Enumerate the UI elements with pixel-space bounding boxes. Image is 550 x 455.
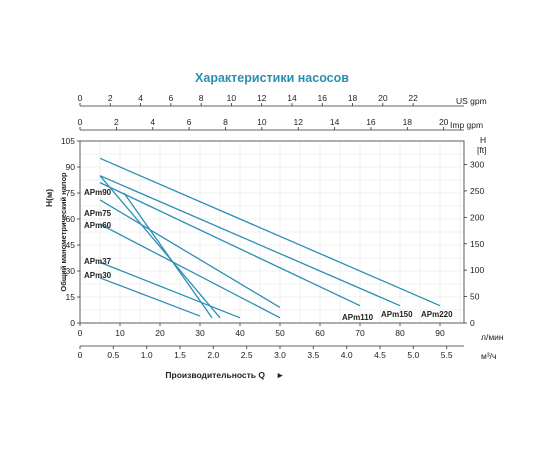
m3h-axis-tick-label: 4.5 — [374, 350, 386, 360]
series-line-apm75 — [99, 199, 281, 308]
y-tick-label: 45 — [66, 240, 76, 250]
ft-tick-label: 50 — [470, 292, 480, 302]
us-gpm-axis-tick-label: 16 — [318, 93, 328, 103]
series-label-apm37: APm37 — [84, 257, 112, 266]
ft-axis-unit-brackets: [ft] — [477, 145, 486, 155]
grid — [80, 141, 464, 323]
m3h-axis-tick-label: 1.0 — [141, 350, 153, 360]
imp-gpm-axis-tick-label: 16 — [366, 117, 376, 127]
us-gpm-axis-tick-label: 10 — [227, 93, 237, 103]
us-gpm-axis-tick-label: 2 — [108, 93, 113, 103]
us-gpm-axis-tick-label: 12 — [257, 93, 267, 103]
ft-tick-label: 200 — [470, 212, 484, 222]
us-gpm-axis-tick-label: 18 — [348, 93, 358, 103]
x-tick-label: 80 — [395, 328, 405, 338]
us-gpm-axis-tick-label: 22 — [408, 93, 418, 103]
m3h-axis-tick-label: 5.5 — [441, 350, 453, 360]
x-tick-label: 20 — [155, 328, 165, 338]
m3h-axis-tick-label: 2.5 — [241, 350, 253, 360]
imp-gpm-axis-tick-label: 18 — [403, 117, 413, 127]
y-tick-label: 30 — [66, 266, 76, 276]
x-tick-label: 60 — [315, 328, 325, 338]
series-line-apm60 — [99, 223, 281, 319]
x-axis-arrow-icon: ► — [276, 370, 284, 380]
x-tick-label: 70 — [355, 328, 365, 338]
series-line-apm150 — [99, 175, 401, 307]
ft-tick-label: 100 — [470, 265, 484, 275]
x-tick-label: 30 — [195, 328, 205, 338]
plot-frame — [79, 140, 465, 324]
series-label-apm110: APm110 — [342, 313, 374, 322]
us-gpm-unit: US gpm — [456, 96, 487, 106]
x-tick-label: 0 — [78, 328, 83, 338]
series-line-apm37 — [99, 261, 241, 319]
series-label-apm220: APm220 — [421, 310, 453, 319]
imp-gpm-axis-tick-label: 20 — [439, 117, 449, 127]
series-label-apm150: APm150 — [381, 310, 413, 319]
imp-gpm-axis-tick-label: 2 — [114, 117, 119, 127]
imp-gpm-axis-tick-label: 10 — [257, 117, 267, 127]
series-label-apm90: APm90 — [84, 188, 112, 197]
y-tick-label: 0 — [70, 318, 75, 328]
y-tick-label: 75 — [66, 188, 76, 198]
series-line-apm30 — [99, 277, 201, 317]
m3h-axis-tick-label: 0 — [78, 350, 83, 360]
series-label-apm30: APm30 — [84, 271, 112, 280]
y-tick-label: 105 — [61, 136, 75, 146]
x-tick-label: 90 — [435, 328, 445, 338]
ft-tick-label: 300 — [470, 160, 484, 170]
series-label-apm75: APm75 — [84, 209, 112, 218]
us-gpm-axis-tick-label: 20 — [378, 93, 388, 103]
m3h-axis-tick-label: 2.0 — [207, 350, 219, 360]
y-tick-label: 90 — [66, 162, 76, 172]
series-line-apm90 — [99, 175, 221, 319]
imp-gpm-axis-tick-label: 14 — [330, 117, 340, 127]
chart-title: Характеристики насосов — [195, 71, 349, 85]
us-gpm-axis-tick-label: 0 — [78, 93, 83, 103]
us-gpm-axis-tick-label: 8 — [199, 93, 204, 103]
imp-gpm-axis-tick-label: 8 — [223, 117, 228, 127]
series-line-apm220 — [99, 157, 441, 307]
imp-gpm-axis-tick-label: 12 — [293, 117, 303, 127]
ft-tick-label: 150 — [470, 239, 484, 249]
m3h-axis-tick-label: 5.0 — [407, 350, 419, 360]
y-tick-label: 60 — [66, 214, 76, 224]
imp-gpm-unit: Imp gpm — [450, 120, 483, 130]
x-axis-label: Производительность Q — [165, 370, 265, 380]
y-tick-label: 15 — [66, 292, 76, 302]
m3h-axis-tick-label: 1.5 — [174, 350, 186, 360]
m3h-axis-tick-label: 3.0 — [274, 350, 286, 360]
x-tick-label: 10 — [115, 328, 125, 338]
series-line-apm110 — [99, 182, 361, 307]
imp-gpm-axis-tick-label: 6 — [187, 117, 192, 127]
x-tick-label: 50 — [275, 328, 285, 338]
ft-tick-label: 0 — [470, 318, 475, 328]
lpm-unit: л/мин — [481, 332, 504, 342]
series-lines — [99, 157, 441, 319]
m3h-unit: м³/ч — [481, 351, 496, 361]
ft-axis-unit: H — [480, 135, 486, 145]
series-line-apm90 — [123, 192, 213, 319]
ft-tick-label: 250 — [470, 186, 484, 196]
imp-gpm-axis-tick-label: 4 — [150, 117, 155, 127]
y-axis-unit-label: H(м) — [44, 189, 54, 207]
imp-gpm-axis-tick-label: 0 — [78, 117, 83, 127]
us-gpm-axis-tick-label: 6 — [168, 93, 173, 103]
us-gpm-axis-tick-label: 14 — [287, 93, 297, 103]
series-label-apm60: APm60 — [84, 221, 112, 230]
m3h-axis-tick-label: 3.5 — [307, 350, 319, 360]
m3h-axis-tick-label: 0.5 — [107, 350, 119, 360]
x-tick-label: 40 — [235, 328, 245, 338]
us-gpm-axis-tick-label: 4 — [138, 93, 143, 103]
y-axis-label: Общий манометрический напор — [59, 172, 68, 292]
m3h-axis-tick-label: 4.0 — [341, 350, 353, 360]
